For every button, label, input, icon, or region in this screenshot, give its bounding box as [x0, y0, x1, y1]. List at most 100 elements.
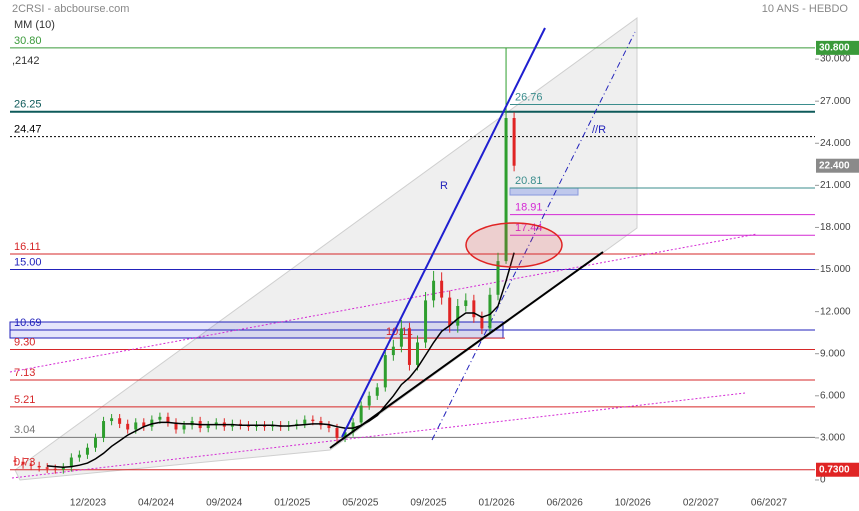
candle-body [440, 280, 444, 298]
level-label: 30.80 [14, 35, 42, 47]
levels-layer: 30.80 26.25 24.47 16.11 15.00 10.69 9.30 7.13 5.… [9, 35, 815, 471]
x-tick-label: 06/2026 [547, 498, 584, 509]
candle-body [496, 261, 500, 295]
annotation: //R [592, 124, 606, 136]
candle-body [206, 425, 210, 429]
candle-body [424, 300, 428, 343]
steep-trend [341, 27, 546, 438]
candle-body [29, 464, 33, 466]
candle-body [77, 454, 81, 458]
level-box [509, 187, 579, 196]
x-tick-label: 06/2027 [751, 498, 788, 509]
candle-body [407, 328, 411, 365]
candle-body [53, 468, 57, 470]
level-label: 24.47 [14, 124, 42, 136]
candle-body [61, 467, 65, 470]
x-tick-label: 09/2024 [206, 498, 243, 509]
candle-body [512, 118, 516, 166]
axes-layer: 2CRSI - abcbourse.com MM (10) 10 ANS - H… [12, 3, 859, 509]
candle-body [432, 280, 436, 301]
price-badge-label: 30.800 [819, 43, 850, 54]
overlay-layer: R //R [329, 27, 606, 449]
candle-body [182, 425, 186, 430]
level-label: 16.11 [14, 241, 41, 253]
side-level-label: 20.81 [515, 175, 543, 187]
y-tick-label: 15.000 [820, 264, 851, 275]
support-trend [329, 251, 604, 449]
candle-body [464, 300, 468, 307]
y-tick-label: 9.000 [820, 348, 845, 359]
y-tick-label: 27.000 [820, 96, 851, 107]
x-tick-label: 04/2024 [138, 498, 175, 509]
indicator-label: MM (10) [14, 19, 55, 31]
level-label: 26.25 [14, 99, 42, 111]
candle-body [488, 294, 492, 329]
candle-body [102, 421, 106, 438]
x-tick-label: 02/2027 [683, 498, 720, 509]
side-level-label: 18.91 [515, 202, 543, 214]
parallel-trend [431, 31, 636, 441]
y-tick-label: 30.000 [820, 54, 851, 65]
candle-body [399, 328, 403, 347]
x-tick-label: 12/2023 [70, 498, 107, 509]
level-label: 3.04 [14, 424, 35, 436]
candle-body [37, 465, 41, 468]
candle-body [367, 395, 371, 406]
x-tick-label: 10/2026 [615, 498, 652, 509]
candle-body [391, 346, 395, 356]
y-tick-label: 6.000 [820, 390, 845, 401]
y-tick-label: 18.000 [820, 222, 851, 233]
y-tick-label: 3.000 [820, 433, 845, 444]
level-label: 5.21 [14, 394, 35, 406]
price-badge [816, 462, 859, 477]
y-tick-label: 0 [820, 475, 826, 486]
level-label: 10.69 [14, 317, 42, 329]
top-note: ,2142 [12, 55, 40, 67]
y-tick-label: 24.000 [820, 138, 851, 149]
candle-body [174, 422, 178, 430]
level-label: 9.30 [14, 336, 35, 348]
annotation: R [440, 180, 448, 192]
candle-body [416, 342, 419, 365]
level-label: 7.13 [14, 367, 35, 379]
dotted-trend [9, 233, 758, 373]
candle-body [118, 418, 122, 424]
candle-body [69, 457, 73, 468]
candle-body [134, 422, 138, 430]
candle-body [142, 422, 146, 427]
level-label: 15.00 [14, 256, 42, 268]
x-tick-label: 01/2025 [274, 498, 311, 509]
moving-average [47, 252, 515, 469]
candle-body [110, 418, 114, 422]
candle-body [311, 419, 315, 422]
x-tick-label: 09/2025 [410, 498, 447, 509]
x-tick-label: 01/2026 [479, 498, 516, 509]
candle-body [456, 306, 460, 326]
dotted-trend [11, 392, 746, 479]
price-badge [816, 158, 859, 173]
trend-layer [9, 31, 758, 479]
x-tick-label: 05/2025 [342, 498, 379, 509]
candle-body [472, 300, 476, 318]
candle-body [166, 416, 170, 423]
candle-body [303, 419, 307, 424]
candle-body [126, 423, 130, 430]
candle-body [448, 297, 452, 326]
candles-layer [13, 47, 516, 474]
candle-body [504, 118, 508, 262]
candle-body [45, 467, 49, 469]
price-badge [816, 40, 859, 55]
chart-title: 2CRSI - abcbourse.com [12, 3, 129, 15]
side-level-label: 26.76 [515, 91, 543, 103]
y-tick-label: 12.000 [820, 306, 851, 317]
candle-body [335, 428, 339, 438]
y-tick-label: 21.000 [820, 180, 851, 191]
level-label: 0.73 [14, 457, 35, 469]
candle-body [375, 387, 379, 396]
price-badge-label: 22.400 [819, 160, 850, 171]
highlight-ellipse [465, 222, 563, 268]
candle-body [94, 437, 97, 448]
candle-body [21, 461, 25, 465]
candle-body [359, 405, 363, 423]
